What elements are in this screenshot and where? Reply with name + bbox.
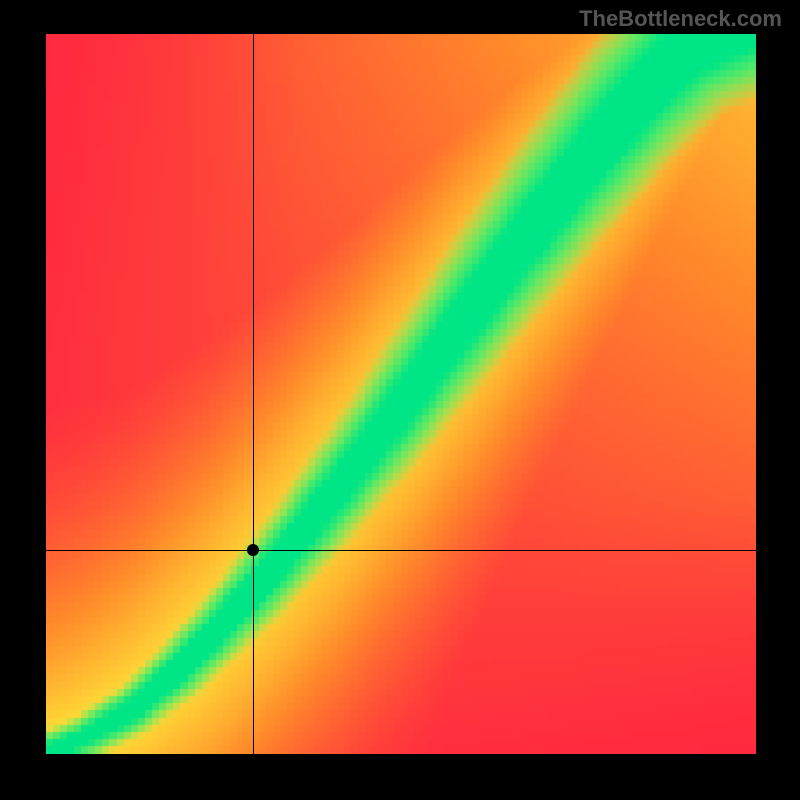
selected-point-marker bbox=[247, 544, 259, 556]
crosshair-horizontal bbox=[46, 550, 756, 551]
watermark-text: TheBottleneck.com bbox=[579, 6, 782, 32]
chart-frame: TheBottleneck.com bbox=[0, 0, 800, 800]
bottleneck-heatmap bbox=[46, 34, 756, 754]
crosshair-vertical bbox=[253, 34, 254, 754]
